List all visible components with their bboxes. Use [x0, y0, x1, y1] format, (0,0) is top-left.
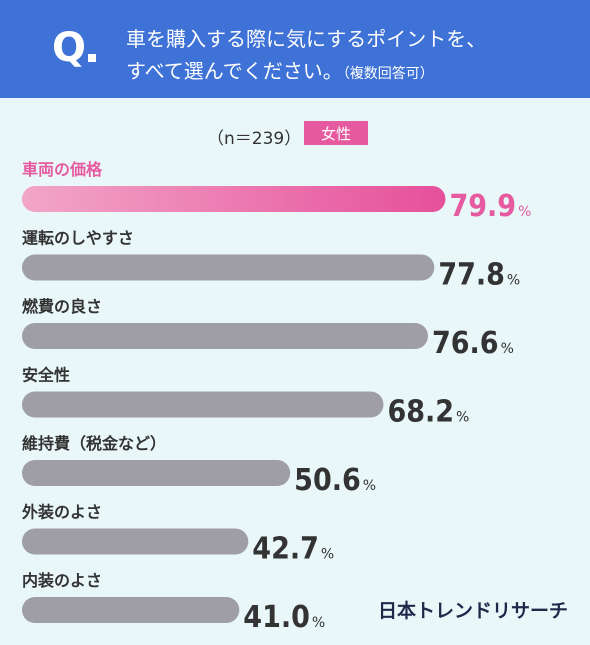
category-label: 外装のよさ	[21, 503, 102, 522]
value-unit: %	[363, 478, 376, 494]
bar	[22, 391, 384, 418]
bar	[22, 254, 435, 281]
category-label: 燃費の良さ	[22, 297, 102, 316]
bar	[22, 528, 249, 555]
category-label: 内装のよさ	[22, 571, 102, 590]
value-label: 42.7%	[252, 532, 334, 567]
value-label: 41.0%	[243, 600, 325, 635]
value-label: 77.8%	[438, 258, 520, 293]
bar	[22, 597, 240, 623]
value-number: 79.9	[449, 189, 516, 224]
question-text-main: すべて選んでください。	[126, 59, 343, 83]
gender-badge: 女性	[304, 121, 368, 145]
value-unit: %	[456, 410, 469, 426]
question-text-line2: すべて選んでください。（複数回答可）	[126, 55, 434, 84]
value-label: 76.6%	[432, 326, 514, 361]
sample-info: （n＝239） 女性	[0, 121, 590, 149]
question-note: （複数回答可）	[342, 66, 434, 82]
value-number: 68.2	[387, 395, 454, 430]
question-mark: Q	[52, 25, 87, 71]
question-mark-dot	[88, 54, 96, 62]
value-number: 41.0	[243, 600, 310, 635]
value-unit: %	[312, 615, 325, 631]
sample-size: （n＝239）	[207, 129, 302, 149]
category-label: 車両の価格	[22, 160, 103, 179]
value-number: 77.8	[438, 258, 505, 293]
question-text-line1: 車を購入する際に気にするポイントを、	[126, 27, 487, 51]
value-number: 76.6	[432, 326, 499, 361]
category-label: 運転のしやすさ	[22, 229, 134, 248]
question-header: Q 車を購入する際に気にするポイントを、 すべて選んでください。（複数回答可）	[0, 0, 590, 98]
brand-logo: 日本トレンドリサーチ	[377, 600, 568, 622]
value-label: 79.9%	[449, 189, 531, 224]
bar	[22, 186, 446, 212]
value-number: 42.7	[252, 532, 319, 567]
value-unit: %	[507, 273, 520, 289]
value-unit: %	[501, 341, 514, 357]
category-label: 維持費（税金など）	[22, 434, 166, 453]
bar	[22, 323, 428, 349]
bar	[22, 460, 291, 486]
bar-chart: 車両の価格 79.9 % 運転のしやすさ 77.8 % 燃費の良さ 76.6 % 安全性 68.2%…	[21, 160, 531, 635]
value-label: 68.2%	[387, 395, 469, 430]
value-number: 50.6	[294, 463, 361, 498]
value-unit: %	[321, 547, 334, 563]
category-label: 安全性	[22, 366, 70, 385]
value-unit: %	[518, 204, 531, 220]
value-label: 50.6%	[294, 463, 376, 498]
